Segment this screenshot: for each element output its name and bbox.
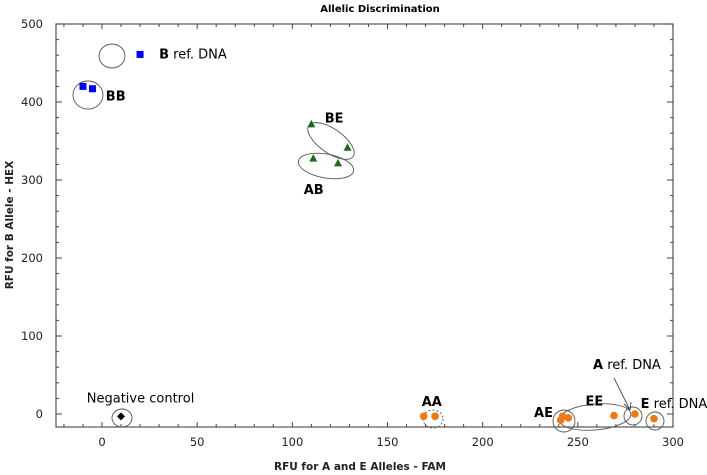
point-square: [136, 50, 144, 58]
cluster-ellipse: [111, 408, 133, 428]
annotation-label: AE: [534, 406, 553, 421]
annotation-bold: BE: [325, 111, 344, 126]
cluster-outlines: [72, 43, 665, 433]
y-tick-label: 300: [21, 173, 43, 187]
annotation-bold: EE: [585, 394, 603, 409]
point-circle: [650, 414, 658, 423]
x-tick-label: 250: [567, 435, 589, 449]
y-tick-label: 100: [21, 329, 43, 343]
annotation-label: BE: [325, 111, 344, 126]
annotation-bold: AB: [304, 183, 324, 198]
plot-frame: [55, 23, 674, 428]
annotation-text: ref. DNA: [169, 47, 227, 62]
cluster-ellipse: [297, 152, 355, 180]
axis-ticks: [56, 23, 674, 427]
y-tick-label: 200: [21, 251, 43, 265]
annotation-bold: E: [641, 397, 650, 412]
cluster-ellipse: [623, 406, 643, 426]
x-tick-label: 50: [190, 435, 205, 449]
annotation-label: EE: [585, 394, 603, 409]
annotation-label: BB: [106, 89, 126, 104]
point-circle: [564, 414, 573, 422]
data-points: [79, 50, 658, 425]
point-triangle: [343, 143, 352, 151]
x-tick-label: 100: [281, 435, 303, 449]
point-square: [88, 85, 96, 93]
point-circle: [556, 416, 565, 425]
point-triangle: [334, 158, 343, 167]
x-tick-label: 0: [98, 435, 105, 449]
arrow-head-icon: [623, 401, 632, 411]
arrow-line: [613, 377, 631, 411]
x-axis-label: RFU for A and E Alleles - FAM: [274, 461, 446, 473]
annotation-label: A ref. DNA: [593, 358, 661, 373]
cluster-ellipse: [72, 80, 104, 110]
cluster-ellipse: [98, 43, 126, 69]
annotation-label: B ref. DNA: [159, 47, 227, 62]
annotation-bold: AA: [422, 395, 442, 410]
y-tick-label: 0: [36, 407, 43, 421]
annotation-label: AB: [304, 183, 324, 198]
annotation-text: Negative control: [87, 391, 195, 406]
point-triangle: [307, 119, 316, 128]
annotation-text: ref. DNA: [603, 358, 661, 373]
plot-border: [55, 23, 674, 428]
y-axis-label: RFU for B Allele - HEX: [4, 161, 16, 290]
x-tick-label: 150: [377, 435, 399, 449]
point-triangle: [309, 154, 318, 162]
y-tick-label: 500: [21, 17, 43, 31]
annotation-bold: B: [159, 47, 169, 62]
point-circle: [419, 412, 428, 421]
point-circle: [631, 410, 639, 418]
annotation-bold: A: [593, 358, 603, 373]
chart-title: Allelic Discrimination: [320, 4, 440, 15]
x-tick-label: 300: [662, 435, 684, 449]
cluster-ellipse: [552, 409, 576, 433]
point-square: [79, 82, 87, 90]
y-tick-label: 400: [21, 95, 43, 109]
annotation-bold: AE: [534, 406, 553, 421]
x-tick-label: 200: [472, 435, 494, 449]
annotation-label: E ref. DNA: [641, 397, 707, 412]
point-circle: [431, 412, 439, 421]
cluster-ellipse: [645, 411, 665, 431]
annotation-label: AA: [422, 395, 442, 410]
annotation-bold: BB: [106, 89, 126, 104]
point-diamond: [117, 412, 126, 421]
annotation-text: ref. DNA: [650, 397, 707, 412]
point-circle: [610, 411, 618, 420]
tick-labels: 0 50 100 150 200 250 300 0 100 200 300 400 500: [21, 17, 684, 449]
annotation-label: Negative control: [87, 391, 195, 406]
